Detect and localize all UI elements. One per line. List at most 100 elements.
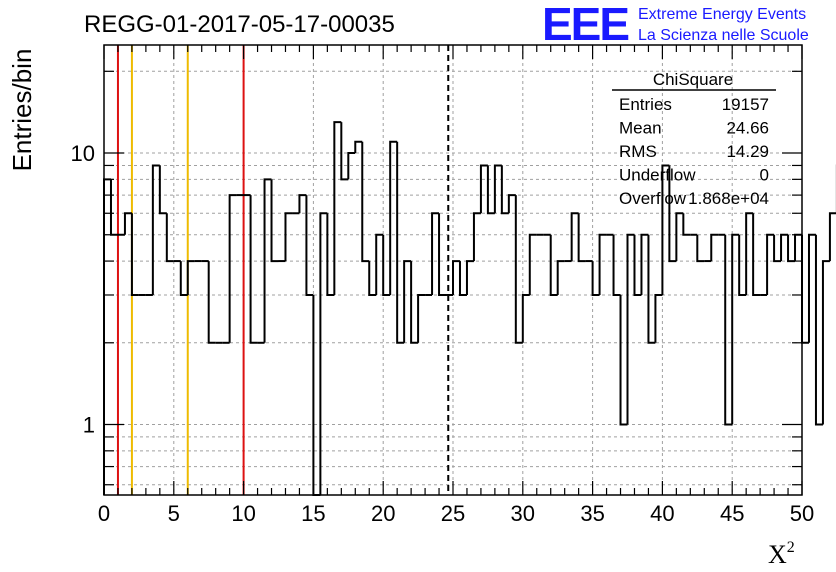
x-tick-label: 15: [301, 501, 325, 526]
histogram-bin: [375, 233, 384, 295]
histogram-bin: [158, 165, 167, 215]
histogram-bin: [661, 164, 670, 295]
histogram-bin: [472, 212, 481, 262]
histogram-bin: [766, 233, 775, 295]
histogram-bin: [794, 233, 802, 262]
x-tick-label: 45: [720, 501, 744, 526]
histogram-bin: [431, 212, 440, 295]
histogram-bin: [333, 121, 342, 295]
histogram-bin: [654, 293, 663, 343]
x-tick-label: 35: [580, 501, 604, 526]
y-tick-label: 10: [71, 141, 95, 166]
histogram-bin: [368, 261, 377, 296]
histogram-bin: [263, 178, 272, 343]
histogram-bin: [109, 179, 118, 236]
histogram-bin: [738, 234, 747, 296]
histogram-bin: [319, 212, 328, 495]
histogram-bin: [570, 212, 579, 262]
histogram-bin: [549, 234, 558, 296]
histogram-bin: [130, 213, 139, 296]
histogram-bin: [249, 195, 258, 344]
x-tick-label: 20: [371, 501, 395, 526]
histogram-bin: [347, 152, 356, 180]
histogram-bin: [821, 260, 830, 425]
histogram-bin: [780, 233, 789, 262]
histogram-bin: [458, 261, 467, 296]
histogram-bin: [452, 260, 460, 295]
histogram-bin: [696, 234, 705, 263]
histogram-bin: [284, 212, 293, 262]
histogram-bin: [312, 294, 321, 496]
histogram-bin: [647, 234, 656, 344]
y-axis-label: Entries/bin: [7, 49, 37, 172]
histogram-bin: [682, 213, 691, 236]
stats-box: ChiSquare Entries 19157 Mean 24.66 RMS 14.29 U…: [612, 70, 776, 208]
stats-label: Underflow: [619, 166, 696, 185]
x-tick-label: 40: [650, 501, 674, 526]
histogram-bin: [598, 233, 607, 295]
histogram-bin: [612, 234, 621, 296]
histogram-bin: [186, 260, 195, 295]
histogram-bin: [521, 293, 530, 343]
histogram-bin: [326, 213, 335, 296]
histogram-bin: [528, 233, 537, 295]
stats-title: ChiSquare: [653, 70, 733, 89]
histogram-bin: [207, 261, 216, 344]
histogram-bin: [724, 234, 733, 426]
histogram-bin: [807, 233, 816, 343]
histogram-bin: [151, 164, 160, 295]
histogram-bin: [710, 233, 719, 262]
stats-label: Mean: [619, 119, 662, 138]
histogram-bin: [123, 212, 132, 235]
histogram-bin: [675, 212, 684, 262]
x-tick-labels: 0 5 10 15 20 25 30 35 40 45 50: [98, 501, 814, 526]
histogram-bin: [814, 234, 823, 426]
histogram-bin: [417, 293, 426, 343]
histogram-bin: [731, 233, 740, 425]
histogram-bin: [556, 260, 565, 295]
histogram-bin: [410, 261, 419, 344]
histogram-bin: [228, 194, 237, 343]
histogram-bin: [179, 261, 188, 296]
histogram-bin: [305, 195, 314, 296]
histogram-bin: [486, 165, 495, 215]
histogram-bin: [493, 164, 502, 214]
histogram-bin: [396, 141, 405, 344]
x-tick-label: 5: [168, 501, 180, 526]
chart-title: REGG-01-2017-05-17-00035: [84, 11, 395, 38]
stats-label: RMS: [619, 142, 657, 161]
tick-marks: [103, 45, 803, 495]
histogram-bin: [828, 212, 836, 262]
histogram-bin: [389, 140, 398, 295]
x-tick-label: 50: [790, 501, 814, 526]
histogram-bin: [514, 195, 523, 344]
logo: EEE Extreme Energy Events La Scienza nel…: [542, 0, 809, 50]
y-tick-labels: 1 10: [71, 141, 95, 437]
stats-value: 19157: [722, 95, 769, 114]
stats-label: Entries: [619, 95, 672, 114]
logo-mark: EEE: [542, 0, 628, 50]
y-tick-label: 1: [83, 413, 95, 438]
histogram-bin: [438, 213, 447, 296]
x-axis-label: X2: [768, 539, 795, 569]
stats-value: 24.66: [726, 119, 769, 138]
histogram-bin: [801, 234, 809, 344]
histogram-bin: [465, 260, 474, 295]
histogram-bin: [270, 179, 279, 263]
histogram-bin: [591, 261, 600, 296]
histogram-bin: [479, 164, 488, 214]
x-tick-label: 25: [441, 501, 465, 526]
stats-value: 0: [760, 166, 769, 185]
logo-line-1: Extreme Energy Events: [638, 6, 806, 23]
stats-rows: Entries 19157 Mean 24.66 RMS 14.29 Underflow 0 O…: [619, 95, 769, 208]
stats-value: 1.868e+04: [688, 189, 769, 208]
histogram-bin: [745, 212, 754, 295]
histogram-bin: [361, 141, 370, 263]
histogram-bin: [577, 213, 586, 263]
histogram-bin: [354, 140, 363, 154]
histogram-bin: [165, 213, 174, 263]
x-axis-label-superscript: 2: [787, 539, 795, 556]
stats-value: 14.29: [726, 142, 769, 161]
histogram-bin: [787, 234, 796, 263]
